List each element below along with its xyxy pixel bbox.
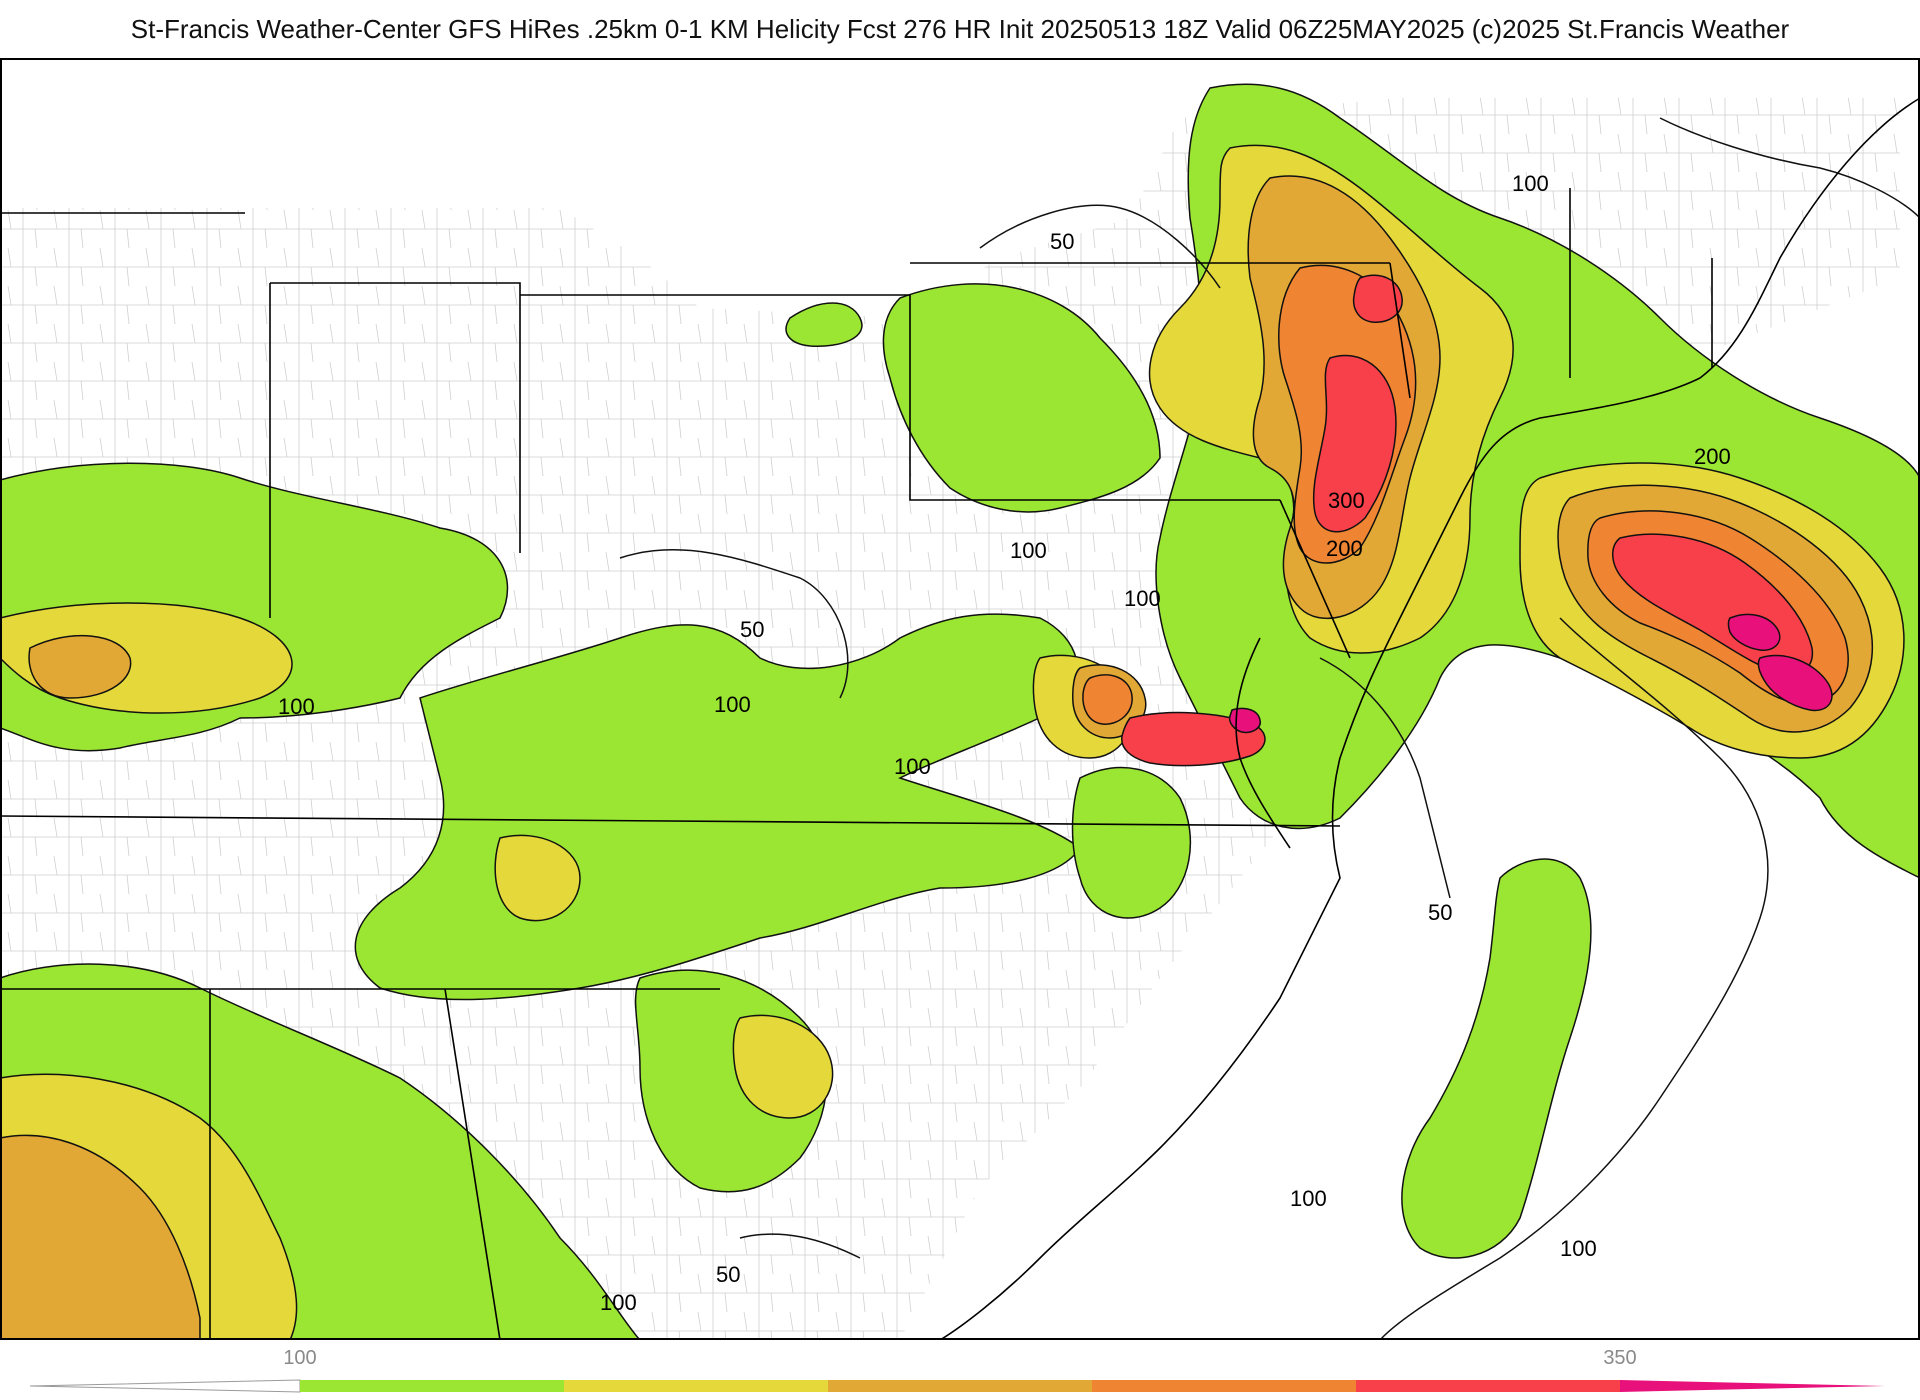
legend-band-100 xyxy=(300,1380,564,1392)
legend-band-150 xyxy=(564,1380,828,1392)
coastline xyxy=(939,97,1920,1340)
legend-tick-350: 350 xyxy=(1603,1347,1636,1369)
legend-tick-100: 100 xyxy=(283,1347,316,1369)
legend-band-350 xyxy=(1620,1380,1885,1392)
legend-band-300 xyxy=(1356,1380,1620,1392)
state-boundaries xyxy=(0,188,1713,1340)
helicity-contour-50 xyxy=(619,117,1920,1340)
map-frame xyxy=(0,58,1920,1340)
contour-label: 100 xyxy=(1010,538,1047,563)
contour-label: 100 xyxy=(1560,1236,1597,1261)
contour-label: 100 xyxy=(600,1290,637,1315)
contour-label: 100 xyxy=(1290,1186,1327,1211)
contour-label: 200 xyxy=(1326,536,1363,561)
helicity-map: 50 100 100 100 50 100 100 100 300 200 20… xyxy=(0,58,1920,1340)
contour-label: 100 xyxy=(1124,586,1161,611)
contour-label: 300 xyxy=(1328,488,1365,513)
legend-band-200 xyxy=(828,1380,1092,1392)
contour-label: 50 xyxy=(716,1262,740,1287)
legend-low-arrow xyxy=(29,1379,301,1393)
helicity-band-350 xyxy=(1228,613,1833,734)
contour-labels: 50 100 100 100 50 100 100 100 300 200 20… xyxy=(278,171,1731,1315)
contour-label: 50 xyxy=(1428,900,1452,925)
contour-label: 100 xyxy=(894,754,931,779)
contour-label: 50 xyxy=(740,617,764,642)
map-title: St-Francis Weather-Center GFS HiRes .25k… xyxy=(130,14,1790,44)
contour-label: 100 xyxy=(278,694,315,719)
contour-label: 200 xyxy=(1694,444,1731,469)
legend-band-250 xyxy=(1092,1380,1356,1392)
contour-label: 50 xyxy=(1050,229,1074,254)
contour-label: 100 xyxy=(714,692,751,717)
color-legend: 100 350 xyxy=(29,1347,1885,1393)
contour-label: 100 xyxy=(1512,171,1549,196)
